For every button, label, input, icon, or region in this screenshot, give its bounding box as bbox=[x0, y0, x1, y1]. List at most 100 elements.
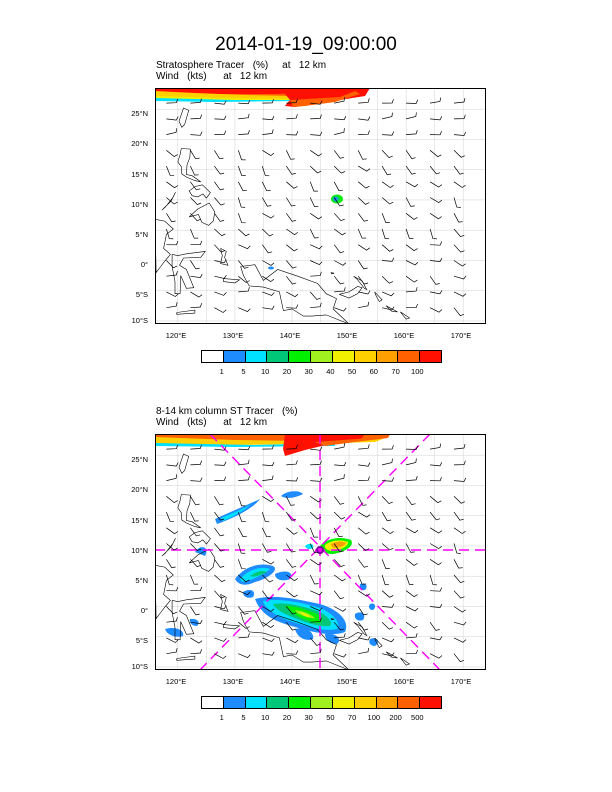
panel2-lon-label: 160°E bbox=[393, 677, 415, 686]
wind-barb bbox=[358, 165, 371, 172]
panel2-lat-label: 0° bbox=[140, 606, 148, 615]
wind-barb bbox=[381, 213, 390, 223]
coastline bbox=[220, 248, 229, 266]
wind-barb bbox=[214, 543, 225, 552]
wind-barb bbox=[381, 590, 394, 598]
wind-barb bbox=[214, 213, 225, 222]
wind-barb bbox=[381, 496, 393, 505]
wind-barb bbox=[262, 461, 275, 467]
wind-barb bbox=[382, 99, 394, 104]
wind-barb bbox=[406, 458, 417, 466]
coastline bbox=[374, 291, 383, 303]
wind-barb bbox=[238, 653, 251, 659]
wind-barb bbox=[190, 165, 199, 176]
wind-barb bbox=[381, 165, 392, 176]
wind-barb bbox=[286, 260, 297, 269]
wind-barb bbox=[310, 477, 323, 482]
wind-barb bbox=[381, 181, 394, 189]
wind-barb bbox=[214, 559, 225, 568]
wind-barb bbox=[430, 603, 443, 608]
wind-barb bbox=[406, 287, 418, 293]
panel2-colorbar-label: 70 bbox=[347, 713, 357, 722]
panel1-colorbar-label: 100 bbox=[411, 367, 424, 376]
coastline bbox=[161, 537, 176, 557]
wind-barb bbox=[262, 291, 275, 296]
colorbar-swatch bbox=[267, 351, 290, 362]
wind-barb bbox=[310, 559, 322, 566]
wind-barb bbox=[286, 304, 299, 309]
wind-barb bbox=[261, 527, 271, 538]
wind-barb bbox=[238, 244, 251, 250]
coastline bbox=[188, 184, 211, 199]
wind-barb bbox=[453, 213, 463, 223]
wind-barb bbox=[262, 651, 275, 656]
wind-barb bbox=[286, 621, 297, 631]
wind-barb bbox=[334, 461, 347, 467]
wind-barb bbox=[381, 543, 394, 551]
wind-barb bbox=[310, 244, 323, 250]
wind-barb bbox=[334, 633, 346, 639]
wind-barb bbox=[453, 165, 464, 175]
wind-barb bbox=[381, 150, 393, 159]
wind-barb bbox=[262, 129, 274, 135]
wind-barb bbox=[405, 244, 418, 252]
coastline bbox=[188, 548, 216, 572]
colorbar-swatch bbox=[398, 351, 421, 362]
panel2-colorbar-label: 500 bbox=[411, 713, 424, 722]
panel1-subtitle-tracer: Stratosphere Tracer (%) at 12 km bbox=[156, 60, 327, 71]
wind-barb bbox=[262, 98, 274, 104]
wind-barb bbox=[357, 275, 369, 285]
wind-barb bbox=[429, 165, 441, 175]
wind-barb bbox=[382, 458, 393, 466]
wind-barb bbox=[357, 574, 367, 585]
wind-barb bbox=[310, 150, 323, 157]
wind-barb bbox=[429, 181, 443, 188]
wind-barb bbox=[334, 474, 345, 481]
wind-barb bbox=[333, 181, 343, 191]
wind-barb bbox=[382, 257, 395, 262]
panel1-colorbar-label: 60 bbox=[369, 367, 378, 376]
wind-barb bbox=[309, 197, 319, 207]
wind-barb bbox=[430, 462, 443, 467]
panel1-stratosphere-band bbox=[155, 88, 370, 107]
wind-barb bbox=[453, 559, 463, 569]
wind-barb bbox=[237, 496, 246, 507]
wind-barb bbox=[190, 586, 203, 592]
wind-barb bbox=[310, 114, 322, 120]
coastline bbox=[177, 494, 201, 529]
panel2-colorbar-label: 5 bbox=[241, 713, 246, 722]
coastline bbox=[171, 251, 206, 294]
panel1-colorbar-label: 70 bbox=[391, 367, 400, 376]
wind-barb bbox=[238, 129, 250, 135]
wind-barb bbox=[453, 150, 465, 158]
wind-barb bbox=[166, 474, 178, 481]
panel2-lon-label: 130°E bbox=[222, 677, 244, 686]
wind-barb bbox=[237, 213, 246, 224]
wind-barb bbox=[357, 527, 370, 535]
coastline bbox=[171, 597, 206, 640]
wind-barb bbox=[214, 274, 227, 279]
colorbar-swatch bbox=[245, 697, 268, 708]
wind-barb bbox=[430, 97, 442, 104]
colorbar-swatch bbox=[289, 351, 312, 362]
wind-barb bbox=[286, 165, 296, 175]
wind-barb bbox=[262, 275, 275, 283]
wind-barb bbox=[357, 213, 369, 222]
panel2-lat-label: 20°N bbox=[131, 485, 148, 494]
panel1-colorbar bbox=[201, 350, 442, 363]
wind-barb bbox=[286, 574, 299, 582]
wind-barb bbox=[334, 307, 347, 312]
wind-barb bbox=[358, 590, 371, 597]
coastline bbox=[155, 219, 174, 274]
wind-barb bbox=[214, 181, 225, 191]
wind-barb bbox=[286, 559, 297, 568]
wind-barb bbox=[382, 306, 395, 311]
colorbar-swatch bbox=[245, 351, 268, 362]
wind-barb bbox=[262, 260, 275, 266]
wind-barb bbox=[358, 116, 371, 121]
wind-barb bbox=[429, 213, 442, 220]
wind-barb bbox=[166, 559, 176, 569]
wind-barb bbox=[190, 291, 203, 298]
coastline bbox=[176, 309, 196, 315]
panel2-lat-label: 10°S bbox=[131, 662, 148, 671]
